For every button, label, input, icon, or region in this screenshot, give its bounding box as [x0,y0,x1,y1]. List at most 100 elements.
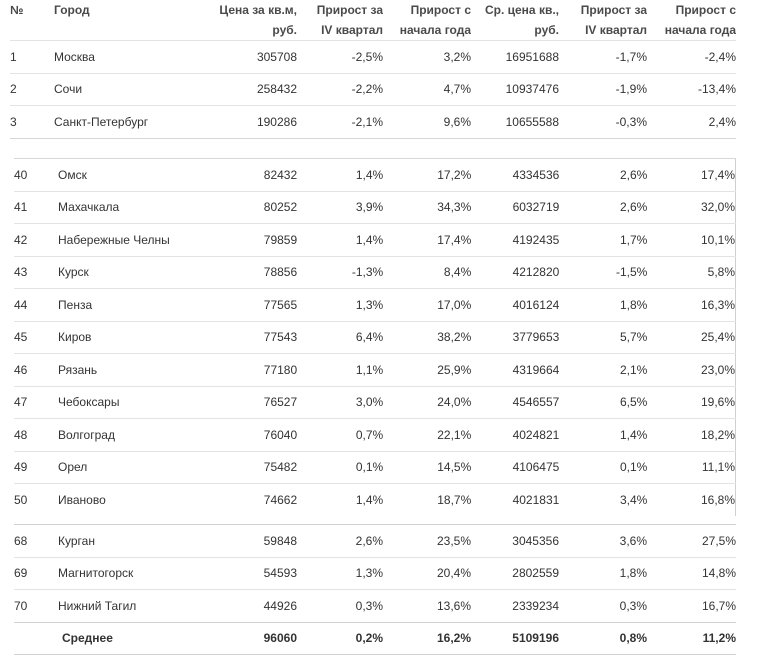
cell-city: Сочи [54,82,83,97]
cell-price: 80252 [263,200,298,215]
cell-avg-price: 4212820 [512,265,560,280]
cell-avg-growth-q4: 1,8% [619,297,648,312]
average-cell-growth-q4: 0,2% [355,631,383,646]
header-avg-growth-q4: Прирост за IV квартал [580,3,647,37]
header-rank: № [10,3,24,17]
table-row: 44 Пенза 77565 1,3% 17,0% 4016124 1,8% 16,3% [14,288,736,322]
cell-city: Чебоксары [58,395,120,410]
cell-rank: 41 [14,200,28,215]
cell-city: Пенза [58,297,93,312]
cell-growth-ytd: 13,6% [436,598,471,613]
table-row: 40 Омск 82432 1,4% 17,2% 4334536 2,6% 17,4% [14,158,736,192]
cell-growth-ytd: 8,4% [443,265,472,280]
cell-rank: 42 [14,232,28,247]
cell-growth-ytd: 22,1% [437,427,472,442]
cell-avg-growth-q4: -1,5% [615,265,648,280]
cell-growth-ytd: 17,0% [437,297,472,312]
cell-rank: 1 [10,49,17,64]
cell-growth-q4: 1,4% [355,232,384,247]
table-row: 41 Махачкала 80252 3,9% 34,3% 6032719 2,6% 32,0… [14,191,736,224]
cell-avg-growth-ytd: 16,7% [701,598,736,613]
table-row: 69 Магнитогорск 54593 1,3% 20,4% 2802559 1,8% 1… [14,557,736,590]
cell-rank: 43 [14,265,28,280]
cell-avg-growth-q4: -0,3% [615,114,647,129]
cell-price: 305708 [256,49,297,64]
cell-avg-price: 4024821 [512,427,560,442]
cell-avg-growth-q4: 2,1% [619,362,648,377]
cell-avg-growth-q4: 2,6% [619,167,648,182]
average-cell-avg-price: 5109196 [512,631,559,646]
cell-avg-growth-ytd: 11,1% [701,460,735,475]
cell-growth-q4: 1,4% [355,167,384,182]
cell-growth-ytd: 17,2% [437,167,472,182]
cell-avg-growth-ytd: 5,8% [707,265,735,280]
cell-growth-q4: 1,4% [355,492,384,507]
cell-avg-growth-q4: 0,3% [619,598,647,613]
header-growth-ytd: Прирост с начала года [399,3,471,37]
cell-rank: 68 [14,533,28,548]
cell-growth-q4: 3,0% [355,395,384,410]
cell-avg-price: 4016124 [512,297,560,312]
cell-avg-growth-q4: 2,6% [619,200,648,215]
cell-avg-growth-ytd: -2,4% [704,49,736,64]
cell-price: 76040 [263,427,298,442]
cell-growth-q4: 1,3% [355,566,383,581]
average-cell-avg-growth-ytd: 11,2% [702,631,736,646]
cell-price: 77565 [263,297,298,312]
average-cell-avg-growth-q4: 0,8% [619,631,647,646]
table-row: 2 Сочи 258432 -2,2% 4,7% 10937476 -1,9% -13,4% [10,73,736,106]
cell-avg-growth-q4: -1,9% [615,82,647,97]
cell-city: Магнитогорск [58,566,134,581]
table-row: 49 Орел 75482 0,1% 14,5% 4106475 0,1% 11,1% [14,451,736,484]
cell-rank: 45 [14,330,28,345]
cell-growth-ytd: 4,7% [443,82,471,97]
cell-growth-ytd: 38,2% [437,330,472,345]
cell-city: Махачкала [58,200,120,215]
header-avg-growth-ytd: Прирост с начала года [664,3,736,37]
table-row: 47 Чебоксары 76527 3,0% 24,0% 4546557 6,5% 19,6… [14,386,736,419]
cell-price: 77543 [263,330,298,345]
cell-avg-price: 4334536 [512,167,560,182]
cell-city: Набережные Челны [58,232,170,247]
cell-avg-price: 3045356 [512,533,559,548]
cell-growth-ytd: 18,7% [437,492,472,507]
cell-growth-ytd: 3,2% [443,49,471,64]
table-row: 45 Киров 77543 6,4% 38,2% 3779653 5,7% 25,4% [14,321,736,354]
cell-price: 78856 [263,265,298,280]
cell-growth-ytd: 24,0% [437,395,472,410]
cell-avg-price: 10655588 [505,114,559,129]
cell-price: 76527 [263,395,298,410]
cell-city: Киров [58,330,92,345]
table-row: 1 Москва 305708 -2,5% 3,2% 16951688 -1,7% -2,4% [10,40,736,74]
table-row: 46 Рязань 77180 1,1% 25,9% 4319664 2,1% 23,0% [14,353,736,387]
cell-city: Курск [58,265,89,280]
cell-rank: 46 [14,362,28,377]
header-city: Город [54,3,90,17]
cell-city: Москва [54,49,95,64]
cell-avg-growth-ytd: 17,4% [700,167,735,182]
cell-growth-ytd: 14,5% [437,460,472,475]
cell-rank: 70 [14,598,28,613]
ranking-table-middle: 40 Омск 82432 1,4% 17,2% 4334536 2,6% 17,4% 41 Ма… [14,158,736,516]
cell-avg-price: 4021831 [512,492,560,507]
table-row: 48 Волгоград 76040 0,7% 22,1% 4024821 1,4% 18,2… [14,418,736,452]
cell-avg-growth-ytd: 32,0% [700,200,735,215]
cell-price: 75482 [263,460,298,475]
cell-avg-price: 4546557 [512,395,560,410]
cell-avg-price: 4192435 [512,232,560,247]
cell-city: Волгоград [58,427,115,442]
cell-avg-growth-q4: 5,7% [619,330,648,345]
cell-rank: 3 [10,114,17,129]
cell-price: 82432 [263,167,298,182]
cell-price: 79859 [263,232,298,247]
ranking-table-top: № Город Цена за кв.м, руб. Прирост за IV к… [10,0,736,139]
cell-avg-growth-ytd: 25,4% [700,330,735,345]
cell-city: Орел [58,460,88,475]
cell-growth-q4: -2,5% [351,49,383,64]
header-row: № Город Цена за кв.м, руб. Прирост за IV к… [10,0,736,41]
table-row: 43 Курск 78856 -1,3% 8,4% 4212820 -1,5% 5,8% [14,256,736,289]
cell-growth-ytd: 9,6% [443,114,471,129]
cell-avg-growth-q4: 3,6% [619,533,647,548]
cell-city: Санкт-Петербург [54,114,149,129]
cell-growth-q4: -1,3% [351,265,384,280]
